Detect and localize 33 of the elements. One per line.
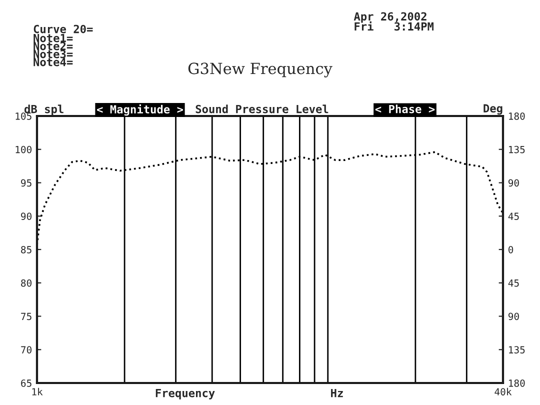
y-tick-label: 70	[21, 346, 32, 354]
y2-tick-label: 135	[509, 146, 525, 154]
y2-tick-label: 180	[509, 380, 525, 387]
y2-tick-label: 0	[508, 246, 514, 254]
y-tick-label: 75	[21, 312, 32, 320]
text: Hz	[331, 388, 343, 398]
x-tick-label: 1k	[32, 388, 43, 396]
y-tick-label: 85	[21, 246, 32, 254]
text: Note2=	[34, 42, 73, 50]
y2-tick-label: 180	[509, 112, 525, 120]
text: Note1=	[34, 34, 73, 42]
x-axis-title: Frequency	[156, 388, 215, 400]
text: Note4=	[34, 58, 73, 66]
y2-tick-label: 90	[508, 179, 519, 187]
y-tick-label: 100	[16, 146, 32, 154]
text: Curve 20=	[34, 24, 93, 34]
text: Fri 3:14PM	[354, 21, 434, 31]
y2-tick-label: 135	[509, 346, 525, 354]
text: Sound Pressure Level	[196, 104, 328, 114]
y-tick-label: 80	[21, 279, 32, 287]
y2-tick-label: 45	[508, 212, 519, 220]
text: < Magnitude >	[96, 104, 184, 116]
y2-axis-title: Deg	[484, 104, 502, 115]
x-tick-label: 40k	[494, 388, 512, 396]
text: Apr 26,2002	[354, 12, 426, 23]
y2-tick-label: 45	[508, 280, 519, 287]
y-tick-label: 95	[21, 179, 32, 187]
chart-title: G3New Frequency	[188, 62, 332, 78]
y-tick-label: 65	[21, 380, 32, 387]
text: Note3=	[34, 50, 73, 58]
text: < Phase >	[375, 104, 435, 114]
y2-tick-label: 90	[508, 312, 519, 320]
y-tick-label: 90	[21, 212, 32, 220]
